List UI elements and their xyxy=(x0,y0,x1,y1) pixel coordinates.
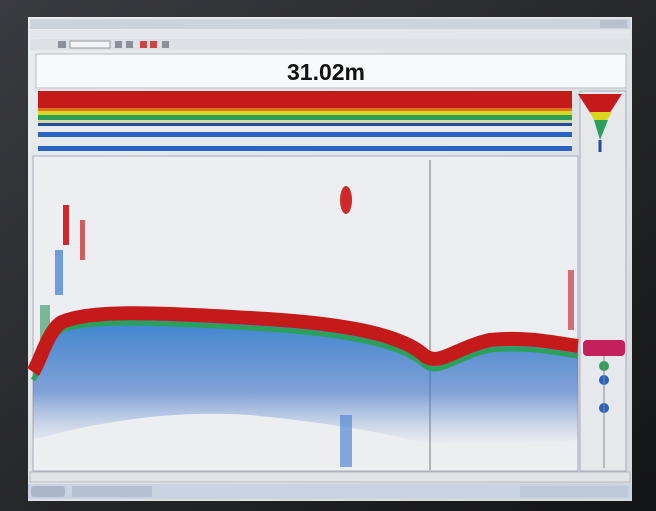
page: 31.02m (() => { const data = xyxy=(0,0,656,511)
surface-bands xyxy=(38,91,572,151)
shape xyxy=(115,41,122,48)
depth-readout: 31.02m xyxy=(287,59,365,85)
start-button[interactable] xyxy=(31,486,65,497)
menu-bar xyxy=(30,30,630,38)
shape xyxy=(38,137,572,146)
window-controls[interactable] xyxy=(600,20,627,28)
shape xyxy=(58,41,66,48)
shape xyxy=(38,111,572,115)
task-button[interactable] xyxy=(72,486,152,497)
side-bottom xyxy=(583,340,625,356)
monitor-photo: 31.02m xyxy=(0,0,656,511)
shape xyxy=(70,41,110,48)
shape xyxy=(80,220,85,260)
shape xyxy=(162,41,169,48)
shape xyxy=(38,120,572,123)
shape xyxy=(140,41,147,48)
title-bar xyxy=(30,19,630,29)
shape xyxy=(38,126,572,132)
shape xyxy=(38,115,572,120)
shape xyxy=(38,123,572,126)
system-tray xyxy=(520,486,628,497)
shape xyxy=(55,250,63,295)
shape xyxy=(150,41,157,48)
shape xyxy=(63,205,69,245)
shape xyxy=(568,270,574,330)
shape xyxy=(38,146,572,151)
shape xyxy=(38,108,572,111)
status-bar xyxy=(30,472,630,482)
shape xyxy=(38,91,572,108)
shape xyxy=(340,186,352,214)
shape xyxy=(38,132,572,137)
shape xyxy=(126,41,133,48)
side-panel xyxy=(580,91,626,471)
